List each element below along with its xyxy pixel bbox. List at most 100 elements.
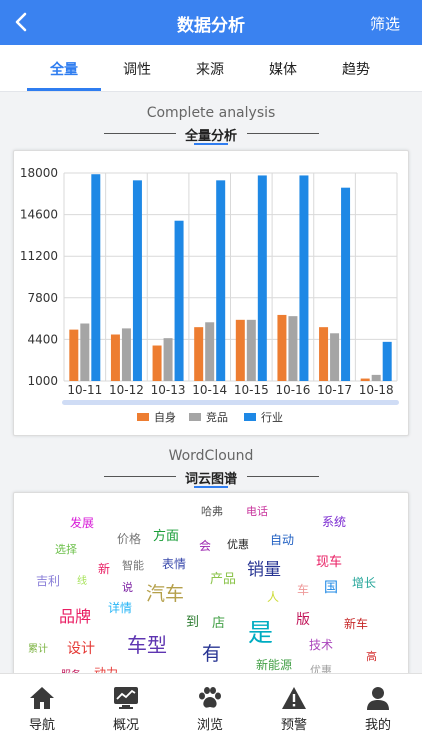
word-cloud-word: 吉利 [36, 574, 61, 588]
bar-行业 [216, 180, 226, 381]
paw-icon [199, 687, 221, 708]
nav-item-mine[interactable]: 我的 [336, 674, 420, 750]
word-cloud-word: 发展 [70, 516, 95, 530]
x-tick-label: 10-17 [317, 383, 352, 397]
bar-行业 [299, 175, 309, 381]
tab-trend[interactable]: 趋势 [342, 62, 370, 78]
y-tick-label: 4400 [27, 332, 58, 346]
bar-竞品 [205, 322, 215, 381]
word-cloud-word: 新能源 [256, 658, 293, 672]
word-cloud-word: 说 [122, 581, 133, 594]
bar-自身 [194, 327, 204, 381]
bar-竞品 [288, 316, 298, 381]
back-arrow-icon[interactable] [10, 9, 34, 35]
y-tick-label: 18000 [20, 166, 58, 180]
word-cloud-word: 汽车 [146, 583, 185, 605]
word-cloud-word: 系统 [322, 515, 347, 529]
tab-source[interactable]: 来源 [196, 62, 224, 78]
nav-item-browse[interactable]: 浏览 [168, 674, 252, 750]
word-cloud-word: 新 [98, 562, 111, 576]
word-cloud-word: 车型 [127, 633, 167, 657]
bar-行业 [91, 174, 101, 381]
divider-line [104, 133, 176, 134]
y-tick-label: 7800 [27, 291, 58, 305]
word-cloud-word: 有 [202, 643, 222, 665]
y-tick-label: 14600 [20, 208, 58, 222]
word-cloud-word: 优惠 [310, 664, 332, 677]
x-tick-label: 10-16 [276, 383, 311, 397]
nav-item-navigation[interactable]: 导航 [0, 674, 84, 750]
legend-label: 自身 [154, 410, 176, 424]
app-header: 数据分析 筛选 [0, 0, 422, 45]
nav-item-overview[interactable]: 概况 [84, 674, 168, 750]
tab-full[interactable]: 全量 [50, 62, 78, 78]
full-analysis-chart: 1000 4400 7800 11200 14600 18000 10-11 10-12 10-… [13, 150, 409, 436]
word-cloud-word: 车 [297, 583, 310, 597]
x-tick-label: 10-11 [67, 383, 102, 397]
word-cloud-word: 详情 [108, 601, 133, 615]
word-cloud: 哈弗 电话 发展 系统 价格 方面 会 优惠 自动 选择 新 智能 表情 现车 … [13, 492, 409, 682]
word-cloud-word: 到 [186, 615, 200, 630]
word-cloud-word: 增长 [352, 576, 377, 590]
divider-line [104, 476, 176, 477]
bar-自身 [152, 345, 162, 381]
word-cloud-word: 高 [366, 650, 377, 663]
bar-行业 [341, 187, 351, 381]
word-cloud-word: 方面 [153, 529, 180, 544]
bar-chart: 1000 4400 7800 11200 14600 18000 10-11 10-12 10-… [20, 166, 399, 424]
word-cloud-word: 表情 [162, 557, 187, 571]
word-cloud-word: 累计 [28, 644, 48, 655]
bar-自身 [69, 329, 79, 381]
legend-swatch [189, 413, 201, 421]
x-tick-label: 10-18 [359, 383, 394, 397]
bar-自身 [319, 327, 329, 381]
bar-行业 [132, 180, 142, 381]
word-cloud-word: 现车 [316, 555, 343, 570]
nav-label: 浏览 [196, 718, 223, 733]
legend-swatch [244, 413, 256, 421]
word-cloud-word: 销量 [247, 560, 281, 580]
filter-button[interactable]: 筛选 [369, 15, 400, 33]
tab-media[interactable]: 媒体 [269, 62, 297, 78]
home-icon [30, 687, 54, 709]
wordcloud-title-cn: 词云图谱 [184, 472, 237, 487]
nav-label: 预警 [280, 718, 307, 733]
word-cloud-word: 品牌 [59, 607, 92, 626]
legend-label: 竞品 [206, 410, 228, 424]
page-title: 数据分析 [177, 16, 245, 36]
tab-tonality[interactable]: 调性 [123, 62, 151, 78]
bar-竞品 [371, 374, 381, 381]
chart-monitor-icon [114, 687, 138, 709]
y-tick-label: 1000 [27, 374, 58, 388]
word-cloud-word: 自动 [270, 533, 295, 547]
nav-item-warning[interactable]: 预警 [252, 674, 336, 750]
word-cloud-word: 线 [77, 576, 87, 587]
x-tick-label: 10-12 [109, 383, 144, 397]
chart-scrollbar [62, 400, 399, 405]
word-cloud-word: 价格 [117, 532, 142, 546]
active-tab-indicator [27, 88, 101, 91]
legend-swatch [137, 413, 149, 421]
tab-bar: 全量 调性 来源 媒体 趋势 [0, 45, 422, 92]
analysis-title-en: Complete analysis [146, 105, 276, 121]
word-cloud-word: 国 [324, 580, 338, 596]
bar-竞品 [163, 338, 173, 381]
word-cloud-word: 店 [212, 616, 226, 631]
word-cloud-word: 哈弗 [201, 505, 223, 518]
analysis-title-cn: 全量分析 [184, 129, 237, 144]
bar-竞品 [246, 319, 256, 381]
word-cloud-word: 版 [296, 612, 310, 628]
word-cloud-word: 新车 [344, 617, 369, 631]
x-tick-label: 10-13 [151, 383, 186, 397]
bar-自身 [360, 378, 370, 381]
user-icon [367, 687, 389, 710]
word-cloud-word: 电话 [246, 505, 268, 518]
word-cloud-word: 是 [248, 618, 274, 647]
bar-行业 [382, 341, 392, 381]
word-cloud-word: 技术 [309, 638, 334, 652]
divider-line [247, 133, 319, 134]
nav-label: 我的 [364, 718, 391, 733]
divider-line [247, 476, 319, 477]
bar-自身 [110, 334, 120, 381]
bar-竞品 [330, 333, 340, 381]
